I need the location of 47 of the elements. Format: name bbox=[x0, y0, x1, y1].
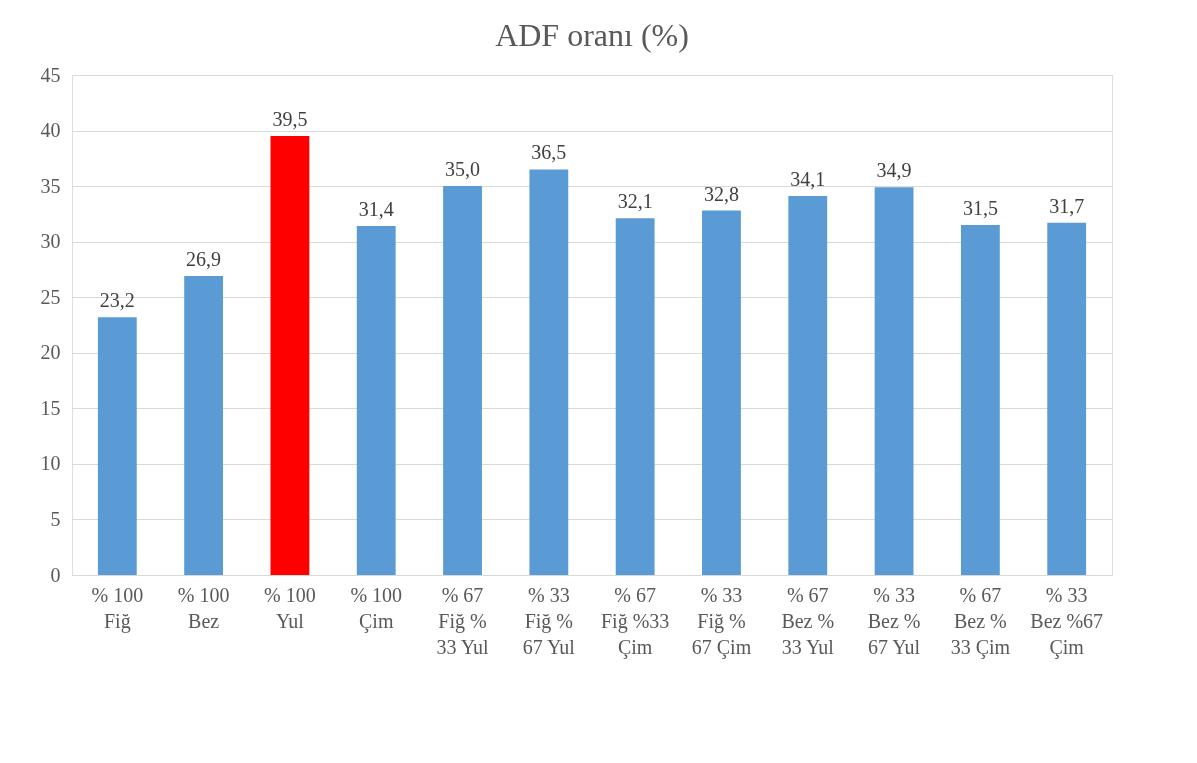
bar bbox=[184, 276, 224, 575]
x-tick-label: % 100 Çim bbox=[350, 583, 403, 633]
x-tick-label: % 33 Bez % 67 Yul bbox=[867, 583, 921, 658]
y-tick-label: 10 bbox=[40, 452, 61, 475]
bar bbox=[356, 226, 396, 575]
x-tick-label: % 100 Fiğ bbox=[91, 583, 144, 633]
x-tick-label: % 33 Fiğ % 67 Yul bbox=[522, 583, 576, 658]
data-label: 32,1 bbox=[617, 190, 653, 213]
data-label: 36,5 bbox=[531, 141, 567, 164]
bar bbox=[443, 186, 482, 575]
data-label: 39,5 bbox=[272, 108, 308, 131]
data-label: 34,1 bbox=[790, 168, 826, 191]
data-label: 26,9 bbox=[186, 248, 222, 271]
y-tick-label: 5 bbox=[50, 507, 61, 530]
bar bbox=[1047, 222, 1087, 575]
bar bbox=[97, 317, 137, 575]
x-tick-label: % 67 Bez % 33 Yul bbox=[781, 583, 835, 658]
data-label: 23,2 bbox=[99, 289, 135, 312]
y-tick-label: 40 bbox=[40, 119, 61, 142]
data-label: 31,7 bbox=[1049, 194, 1085, 217]
x-tick-label: % 100 Bez bbox=[177, 583, 230, 632]
data-label: 35,0 bbox=[445, 158, 481, 181]
y-tick-label: 20 bbox=[40, 341, 61, 364]
x-tick-label: % 67 Fiğ %33 Çim bbox=[600, 583, 670, 659]
y-tick-label: 45 bbox=[40, 63, 61, 86]
y-tick-label: 35 bbox=[40, 174, 61, 197]
bar bbox=[702, 210, 741, 575]
bar bbox=[960, 225, 1000, 575]
x-tick-label: % 67 Fiğ % 33 Yul bbox=[436, 583, 489, 658]
bar bbox=[529, 169, 569, 575]
bar bbox=[874, 187, 914, 575]
data-label: 31,4 bbox=[358, 198, 394, 221]
data-label: 31,5 bbox=[962, 197, 998, 219]
chart-title: ADF oranı (%) bbox=[495, 17, 689, 53]
data-label: 32,8 bbox=[703, 182, 739, 205]
bar bbox=[788, 196, 828, 575]
bar bbox=[615, 218, 655, 575]
x-tick-label: % 33 Fiğ % 67 Çim bbox=[691, 583, 752, 659]
x-tick-label: % 100 Yul bbox=[264, 583, 316, 632]
y-tick-label: 25 bbox=[40, 285, 61, 308]
y-tick-label: 0 bbox=[50, 563, 61, 586]
data-label: 34,9 bbox=[876, 159, 912, 182]
y-tick-label: 15 bbox=[40, 396, 61, 419]
x-tick-label: % 67 Bez % 33 Çim bbox=[950, 583, 1011, 659]
bar bbox=[270, 136, 310, 575]
x-tick-label: % 33 Bez %67 Çim bbox=[1030, 583, 1104, 659]
y-tick-label: 30 bbox=[40, 230, 61, 253]
